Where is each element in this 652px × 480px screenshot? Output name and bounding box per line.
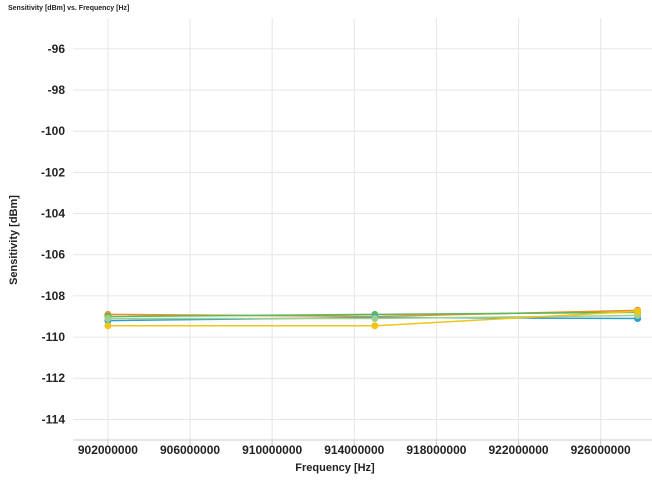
y-axis-title: Sensitivity [dBm] <box>8 195 20 285</box>
y-tick-label: -104 <box>41 207 65 221</box>
y-tick-label: -106 <box>41 248 65 262</box>
x-tick-label: 922000000 <box>489 443 549 457</box>
chart-title: Sensitivity [dBm] vs. Frequency [Hz] <box>8 5 130 12</box>
x-tick-label: 918000000 <box>406 443 466 457</box>
x-tick-label: 902000000 <box>78 443 138 457</box>
data-point[interactable] <box>634 307 642 315</box>
y-tick-label: -100 <box>41 124 65 138</box>
series-points <box>104 306 642 330</box>
x-tick-labels: 902000000 906000000 910000000 914000000 9180… <box>78 443 631 457</box>
data-point[interactable] <box>371 315 379 323</box>
data-point[interactable] <box>371 322 379 330</box>
y-tick-label: -96 <box>48 42 66 56</box>
x-axis-title: Frequency [Hz] <box>295 462 375 474</box>
y-tick-label: -114 <box>42 412 66 426</box>
data-point[interactable] <box>104 315 112 323</box>
x-tick-label: 926000000 <box>571 443 631 457</box>
y-tick-label: -102 <box>41 165 65 179</box>
x-tick-label: 914000000 <box>324 443 384 457</box>
y-tick-label: -98 <box>48 83 66 97</box>
y-tick-labels: -96 -98 -100 -102 -104 -106 -108 -110 -112 -114 <box>41 42 65 427</box>
y-tick-label: -112 <box>42 371 66 385</box>
x-tick-label: 906000000 <box>160 443 220 457</box>
data-point[interactable] <box>104 322 112 330</box>
x-tick-label: 910000000 <box>242 443 302 457</box>
grid-lines <box>73 18 652 440</box>
y-tick-label: -110 <box>42 330 66 344</box>
axes <box>73 439 652 445</box>
y-tick-label: -108 <box>41 289 65 303</box>
